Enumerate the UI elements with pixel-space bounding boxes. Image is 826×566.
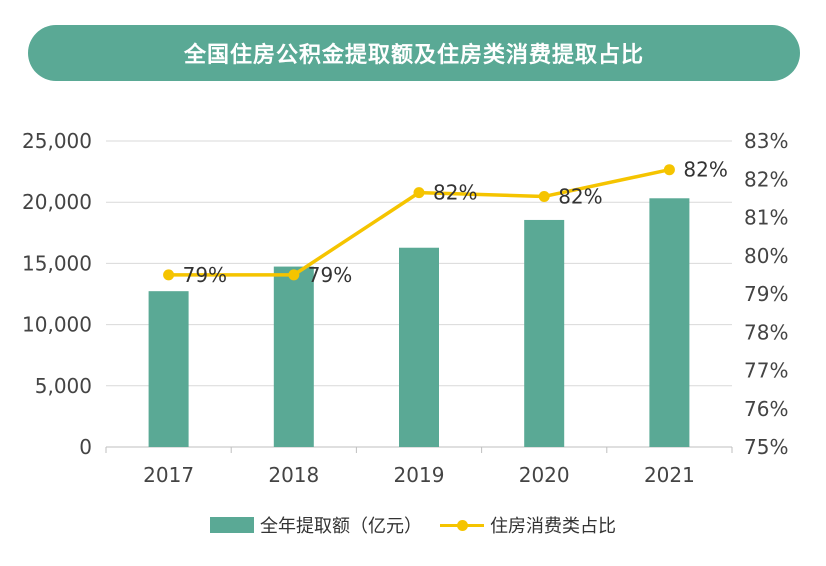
line-point bbox=[413, 187, 425, 199]
right-axis-tick-label: 80% bbox=[744, 244, 788, 268]
line-data-label: 79% bbox=[308, 263, 352, 287]
right-axis-tick-label: 81% bbox=[744, 206, 788, 230]
left-axis-tick-label: 0 bbox=[79, 435, 92, 459]
right-axis-tick-label: 79% bbox=[744, 282, 788, 306]
x-axis-category-label: 2021 bbox=[644, 463, 695, 487]
right-axis-tick-label: 75% bbox=[744, 435, 788, 459]
title-banner: 全国住房公积金提取额及住房类消费提取占比 bbox=[28, 25, 800, 81]
legend-item-bar: 全年提取额（亿元） bbox=[210, 512, 422, 538]
line-point bbox=[663, 164, 675, 176]
bar bbox=[148, 291, 189, 447]
chart-title: 全国住房公积金提取额及住房类消费提取占比 bbox=[183, 43, 644, 68]
legend-item-line: 住房消费类占比 bbox=[440, 512, 616, 538]
x-axis-category-label: 2019 bbox=[394, 463, 445, 487]
right-axis-tick-label: 83% bbox=[744, 129, 788, 153]
line-data-label: 82% bbox=[683, 158, 727, 182]
legend-bar-label: 全年提取额（亿元） bbox=[260, 516, 422, 537]
right-axis-tick-label: 82% bbox=[744, 167, 788, 191]
line-point bbox=[288, 269, 300, 281]
line-data-label: 82% bbox=[558, 184, 602, 208]
x-axis-category-label: 2017 bbox=[143, 463, 194, 487]
chart-plot: 0 5,000 10,000 15,000 20,000 25,000 75% 76% 77% 7… bbox=[22, 129, 788, 487]
legend-line-swatch bbox=[440, 517, 484, 533]
right-axis-tick-label: 76% bbox=[744, 397, 788, 421]
legend-bar-swatch bbox=[210, 517, 254, 533]
right-axis-tick-label: 78% bbox=[744, 320, 788, 344]
x-axis-category-label: 2020 bbox=[519, 463, 570, 487]
right-axis-tick-label: 77% bbox=[744, 359, 788, 383]
line-point bbox=[538, 190, 550, 202]
legend-line-label: 住房消费类占比 bbox=[490, 516, 616, 537]
x-axis-category-label: 2018 bbox=[268, 463, 319, 487]
line-data-label: 79% bbox=[183, 263, 227, 287]
line-point bbox=[163, 269, 175, 281]
left-axis-tick-label: 5,000 bbox=[35, 374, 92, 398]
left-axis-tick-label: 25,000 bbox=[22, 129, 92, 153]
chart-legend: 全年提取额（亿元） 住房消费类占比 bbox=[0, 510, 826, 540]
bar bbox=[399, 247, 439, 447]
bar bbox=[524, 219, 565, 447]
left-axis-tick-label: 10,000 bbox=[22, 313, 92, 337]
bar bbox=[273, 266, 314, 447]
left-axis-tick-label: 20,000 bbox=[22, 190, 92, 214]
left-axis-tick-label: 15,000 bbox=[22, 251, 92, 275]
bar bbox=[649, 198, 690, 447]
line-data-label: 82% bbox=[433, 181, 477, 205]
